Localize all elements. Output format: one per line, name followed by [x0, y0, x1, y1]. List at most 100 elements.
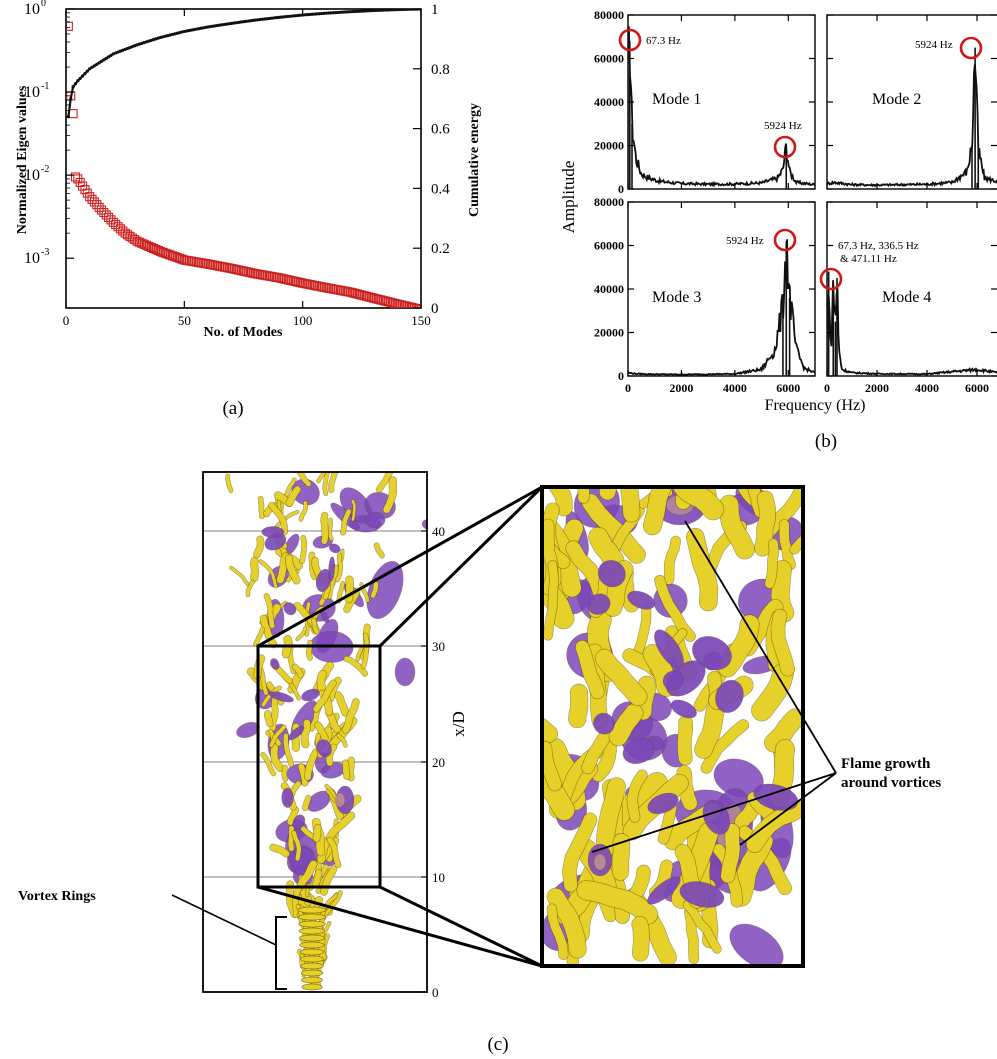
mode-2-annotation: 5924 Hz — [915, 39, 953, 51]
zoom-inset-frame — [540, 485, 805, 968]
xd-tick-label: 20 — [432, 755, 445, 770]
eigen-marker — [359, 291, 369, 301]
mode-1-peak-high-circle — [773, 135, 797, 159]
panel-a-y2tick-label: 0.8 — [431, 62, 450, 78]
panel-b-ytick-label: 80000 — [594, 8, 624, 22]
eigen-marker — [366, 293, 376, 303]
eigen-marker — [378, 295, 388, 306]
panel-a-xtick-label: 0 — [63, 313, 70, 328]
eigen-marker — [89, 197, 99, 207]
panel-b-xtick-label: 0 — [625, 381, 631, 395]
eigen-marker — [68, 109, 78, 119]
panel-a-ytick-label: 10 — [24, 84, 40, 101]
panel-a-ytick-label: 10 — [24, 250, 40, 267]
panel-b-ylabel: Amplitude — [559, 161, 578, 234]
panel-a-ytick-exponent: 0 — [41, 0, 46, 9]
mode-2-peak-circle — [959, 36, 983, 60]
eigen-marker — [96, 205, 107, 215]
eigen-points — [66, 9, 421, 308]
domain-frame — [202, 471, 428, 993]
eigen-marker — [385, 297, 395, 307]
mode-1-annotation-high: 5924 Hz — [764, 120, 802, 132]
panel-a-ytick-label: 10 — [24, 167, 40, 184]
panel-b-ticks: 0200004000060000800000200004000060000800… — [594, 8, 997, 395]
mode-4-annotation-1: 67.3 Hz, 336.5 Hz — [838, 240, 919, 252]
mode-1-label: Mode 1 — [652, 91, 701, 108]
eigen-marker — [414, 304, 421, 308]
eigen-marker — [404, 302, 414, 308]
panel-b-xtick-label: 2000 — [865, 381, 889, 395]
panel-b-xtick-label: 2000 — [669, 381, 693, 395]
panel-b-ytick-label: 20000 — [594, 139, 624, 153]
eigen-marker — [392, 299, 402, 308]
eigen-marker — [411, 303, 421, 308]
eigen-marker — [160, 248, 170, 258]
zoom-connector-top-right — [378, 485, 544, 648]
panel-b-ytick-label: 20000 — [594, 326, 624, 340]
eigen-marker — [402, 301, 412, 308]
eigen-marker — [125, 231, 135, 241]
zoom-region-box — [256, 644, 382, 889]
panel-b-xtick-label: 4000 — [723, 381, 747, 395]
mode-1-peak-low-circle — [618, 28, 642, 52]
panel-a-ylabel-right: Cumulative energy — [467, 103, 482, 217]
mode-1-spectrum — [628, 26, 815, 188]
xd-tick-label: 10 — [432, 870, 445, 885]
mode-4-peak-circle — [819, 267, 843, 291]
panel-a-xtick-label: 50 — [178, 313, 191, 328]
panel-b-ytick-label: 80000 — [594, 195, 624, 209]
eigen-marker — [383, 297, 393, 307]
mode-2-spectrum — [827, 64, 997, 188]
eigen-marker — [149, 243, 159, 254]
mode-3-label: Mode 3 — [652, 289, 701, 306]
eigen-marker — [345, 287, 355, 297]
eigen-marker — [151, 244, 161, 255]
eigen-marker — [134, 237, 144, 247]
panel-b-xtick-label: 6000 — [965, 381, 989, 395]
panel-b-xtick-label: 6000 — [776, 381, 800, 395]
eigen-marker — [388, 298, 398, 308]
eigen-marker — [156, 247, 166, 257]
xd-tick-label: 0 — [432, 985, 439, 1000]
panel-b: 0200004000060000800000200004000060000800… — [559, 8, 997, 452]
panel-a-y2tick-label: 0 — [431, 301, 439, 317]
eigen-marker — [347, 288, 357, 298]
eigen-marker — [177, 254, 187, 264]
eigen-marker — [362, 291, 372, 301]
flame-growth-leader-3 — [739, 772, 837, 846]
panel-a-y2tick-label: 0.2 — [431, 241, 450, 257]
vortex-rings-leader — [171, 894, 277, 946]
panel-b-ytick-label: 40000 — [594, 282, 624, 296]
panel-b-caption: (b) — [815, 431, 837, 452]
mode-4-label: Mode 4 — [882, 289, 931, 306]
xd-tick-label: 40 — [432, 524, 445, 539]
zoom-connector-top-left — [257, 485, 543, 648]
eigen-marker — [350, 288, 360, 298]
eigen-marker — [397, 300, 407, 308]
cumulative-energy-line — [67, 9, 421, 117]
mode-1-annotation-low: 67.3 Hz — [646, 35, 681, 47]
eigen-marker — [175, 253, 185, 263]
eigen-marker — [153, 246, 163, 256]
mode-4-annotation-2: & 471.11 Hz — [840, 253, 897, 265]
eigen-marker — [371, 294, 381, 304]
panel-a-ytick-exponent: -2 — [41, 164, 49, 175]
panel-b-ytick-label: 0 — [618, 369, 624, 383]
panel-b-ytick-label: 60000 — [594, 52, 624, 66]
eigen-marker — [170, 252, 180, 262]
eigen-marker — [399, 301, 409, 308]
eigen-marker — [122, 230, 133, 240]
eigen-marker — [380, 296, 391, 306]
vortex-rings-bracket — [275, 916, 287, 990]
eigen-marker — [92, 200, 102, 210]
flame-growth-label-line1: Flame growth — [841, 756, 931, 772]
zoom-connector-bottom-left — [257, 885, 543, 968]
eigen-marker — [364, 292, 374, 302]
eigen-marker — [376, 295, 386, 305]
flame-growth-leader-2 — [591, 772, 837, 853]
panel-a-ylabel-left: Normalized Eigen values — [15, 85, 30, 234]
